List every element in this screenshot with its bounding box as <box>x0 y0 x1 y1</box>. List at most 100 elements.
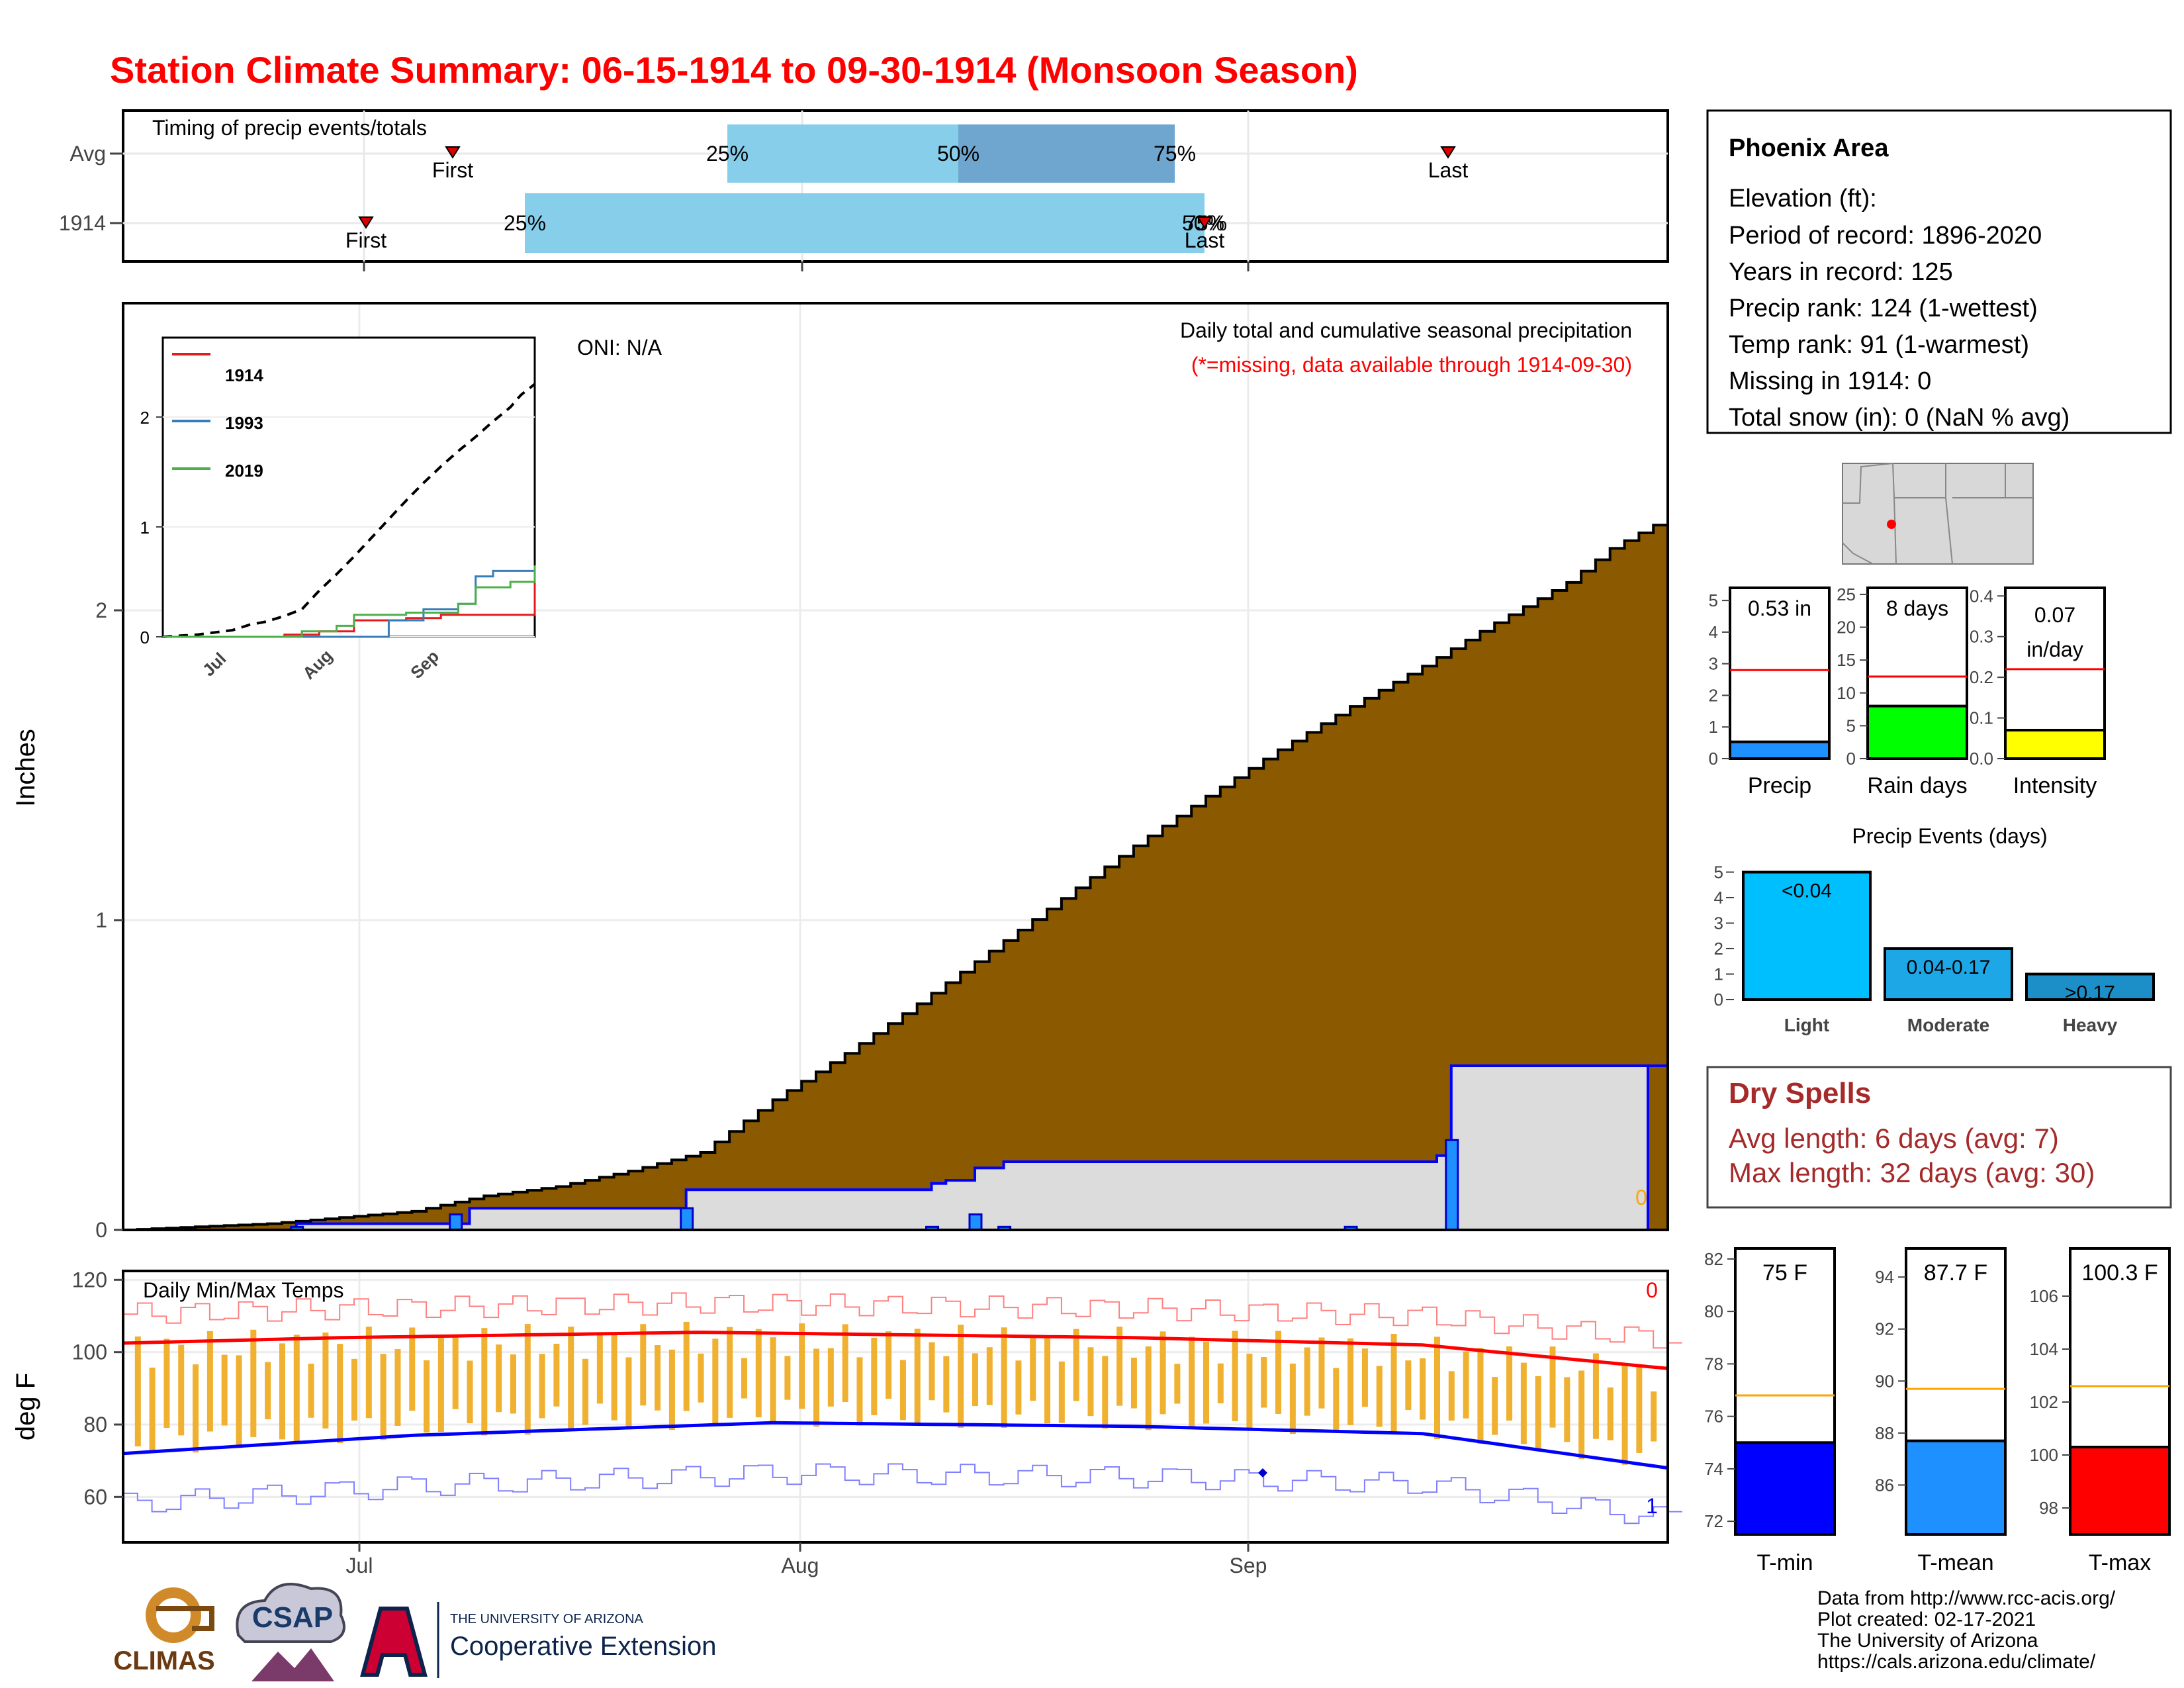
inset-ytick-0: 0 <box>140 628 150 647</box>
precip-event-category: Light <box>1784 1015 1829 1035</box>
daily-temp-bar <box>1030 1336 1036 1401</box>
daily-temp-bar <box>784 1356 791 1400</box>
dry-spells-avg: Avg length: 6 days (avg: 7) <box>1729 1123 2059 1154</box>
daily-temp-bar <box>727 1327 733 1418</box>
summary-ytick-label: 2 <box>1709 685 1718 705</box>
temp-summary-ytick-label: 100 <box>2030 1445 2058 1465</box>
daily-temp-bar <box>1506 1346 1513 1421</box>
daily-temp-bar <box>1318 1337 1325 1409</box>
cumulative-normal-area <box>123 517 1669 1231</box>
daily-temp-bar <box>827 1348 834 1407</box>
credit-data-source: Data from http://www.rcc-acis.org/ <box>1817 1587 2116 1609</box>
daily-temp-bar <box>1636 1366 1643 1453</box>
daily-temp-bar <box>1477 1348 1484 1444</box>
temp-summary-ytick-label: 82 <box>1704 1249 1723 1269</box>
avg-first-marker <box>445 146 461 159</box>
dry-spells-box: Dry Spells Avg length: 6 days (avg: 7) M… <box>1706 1066 2172 1209</box>
avg-last-marker <box>1440 146 1456 159</box>
daily-temp-bar <box>640 1324 647 1406</box>
arizona-a-logo: THE UNIVERSITY OF ARIZONA Cooperative Ex… <box>360 1602 716 1678</box>
avg-min-line <box>122 1421 1668 1470</box>
daily-temp-bar <box>929 1342 935 1401</box>
daily-temp-bar <box>1001 1327 1007 1428</box>
summary-ytick-label: 0 <box>1846 749 1856 769</box>
temp-min-count: 1 <box>1646 1494 1658 1518</box>
avg-p75-label: 75% <box>1154 142 1196 165</box>
daily-temp-bar <box>1261 1357 1267 1408</box>
temp-summary-ytick-label: 74 <box>1704 1459 1723 1479</box>
temp-summary-ytick-label: 76 <box>1704 1407 1723 1427</box>
year-last-label: Last <box>1185 228 1225 252</box>
daily-temp-bar <box>1102 1356 1109 1429</box>
year-first-marker <box>358 216 374 229</box>
summary-ytick-label: 0.3 <box>1970 627 1993 647</box>
precip-missing-note: (*=missing, data available through 1914-… <box>1191 353 1632 377</box>
summary-bar-label: Intensity <box>2013 773 2097 798</box>
daily-temp-bar <box>683 1321 690 1411</box>
footer-logos: CLIMAS CSAP THE UNIVERSITY OF ARIZONA Co… <box>113 1583 716 1681</box>
daily-precip-bar <box>680 1207 694 1231</box>
summary-ytick-label: 4 <box>1709 622 1718 642</box>
daily-temp-bar <box>1203 1341 1209 1424</box>
temp-summary-label: T-mean <box>1917 1550 1993 1575</box>
daily-temp-bar <box>813 1348 820 1427</box>
dry-spells-max: Max length: 32 days (avg: 30) <box>1729 1157 2095 1188</box>
csap-logo: CSAP <box>236 1583 345 1681</box>
events-ytick-label: 0 <box>1714 990 1723 1009</box>
avg-max-line <box>122 1331 1668 1370</box>
daily-temp-bar <box>1246 1353 1253 1431</box>
timing-row-label-avg: Avg <box>69 142 106 165</box>
daily-temp-bar <box>452 1334 459 1409</box>
temp-summary-ytick-label: 98 <box>2039 1498 2058 1518</box>
summary-bar <box>1729 740 1831 760</box>
daily-temp-bar <box>1189 1336 1195 1428</box>
daily-temp-bar <box>755 1329 762 1418</box>
temp-summary-bar <box>1734 1441 1836 1536</box>
summary-ytick-label: 25 <box>1837 585 1856 604</box>
daily-temp-bar <box>1578 1370 1585 1459</box>
daily-temp-bar <box>1145 1346 1152 1430</box>
temp-summary-value: 87.7 F <box>1924 1260 1987 1286</box>
info-years: Years in record: 125 <box>1729 258 1953 286</box>
daily-temp-bar <box>524 1324 531 1435</box>
precip-ytick-label: 0 <box>95 1218 107 1242</box>
summary-value-unit: in/day <box>2026 637 2083 661</box>
summary-bar <box>2004 729 2106 760</box>
daily-temp-bar <box>1564 1377 1570 1442</box>
timing-row-label-year: 1914 <box>59 211 106 235</box>
daily-temp-bar <box>1361 1348 1368 1407</box>
xtick-aug: Aug <box>782 1554 819 1577</box>
temp-summary-label: T-min <box>1757 1550 1813 1575</box>
avg-first-label: First <box>432 158 473 182</box>
summary-ytick-label: 0 <box>1709 749 1718 769</box>
credit-plot-date: Plot created: 02-17-2021 <box>1817 1609 2036 1630</box>
summary-ytick-label: 15 <box>1837 650 1856 670</box>
daily-temp-bar <box>1232 1331 1238 1421</box>
daily-temp-bar <box>1607 1387 1614 1440</box>
ua-logo-text: THE UNIVERSITY OF ARIZONA <box>450 1612 644 1626</box>
daily-temp-bar <box>1073 1329 1079 1401</box>
daily-temp-bar <box>1015 1360 1022 1415</box>
daily-temp-bar <box>1160 1331 1166 1415</box>
temp-summary-ytick-label: 78 <box>1704 1354 1723 1374</box>
daily-temp-bar <box>178 1344 185 1436</box>
precip-corner-value: 0 <box>1635 1186 1647 1209</box>
daily-temp-bar <box>842 1324 848 1402</box>
inset-ytick-2: 2 <box>140 408 150 428</box>
precip-event-value-label: 0.04-0.17 <box>1907 957 1991 978</box>
x-axis: Jul Aug Sep <box>346 1542 1267 1577</box>
precip-event-value-label: >0.17 <box>2065 982 2115 1004</box>
daily-temp-bar <box>1217 1363 1224 1403</box>
avg-iqr-upper <box>958 124 1175 183</box>
daily-temp-bar <box>1130 1357 1137 1409</box>
daily-temp-bar <box>899 1360 906 1421</box>
daily-temp-bar <box>510 1354 516 1414</box>
summary-ytick-label: 10 <box>1837 683 1856 703</box>
info-elevation: Elevation (ft): <box>1729 185 1877 212</box>
temp-summary-value: 75 F <box>1762 1260 1807 1286</box>
daily-temp-bar <box>856 1357 863 1426</box>
summary-ytick-label: 20 <box>1837 618 1856 637</box>
summary-bar-label: Rain days <box>1867 773 1967 798</box>
temp-ytick-label: 80 <box>83 1413 107 1436</box>
